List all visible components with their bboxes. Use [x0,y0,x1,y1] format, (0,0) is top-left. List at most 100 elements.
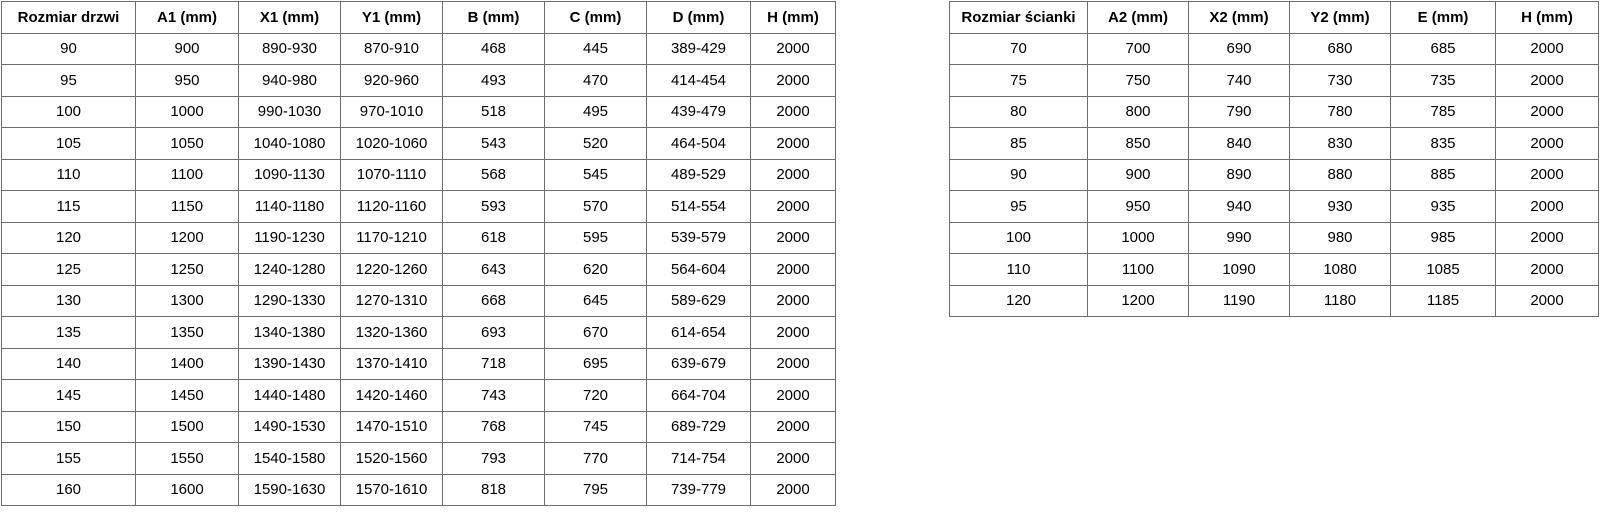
table-cell: 105 [1,127,136,160]
table-cell: 2000 [750,221,836,254]
table-cell: 1120-1160 [340,190,443,223]
header-row: Rozmiar ścianki A2 (mm) X2 (mm) Y2 (mm) E (m… [949,1,1599,34]
table-cell: 1540-1580 [238,442,341,475]
table-cell: 1500 [135,410,239,443]
table-cell: 110 [949,253,1088,286]
table-row: 110 1100 1090 1080 1085 2000 [949,253,1599,286]
table-cell: 1190-1230 [238,221,341,254]
table-cell: 493 [442,64,545,97]
table-cell: 830 [1289,127,1391,160]
table-cell: 2000 [750,347,836,380]
table-cell: 1040-1080 [238,127,341,160]
table-cell: 1090 [1188,253,1290,286]
table-cell: 1100 [1087,253,1189,286]
table-cell: 1240-1280 [238,253,341,286]
table-cell: 2000 [750,158,836,191]
table-cell: 735 [1390,64,1496,97]
table-cell: 95 [949,190,1088,223]
table-cell: 1470-1510 [340,410,443,443]
table-cell: 730 [1289,64,1391,97]
table-cell: 1490-1530 [238,410,341,443]
table-cell: 2000 [1495,158,1599,191]
table-cell: 468 [442,32,545,65]
table-cell: 1190 [1188,284,1290,317]
table-cell: 1070-1110 [340,158,443,191]
door-sizes-table: Rozmiar drzwi A1 (mm) X1 (mm) Y1 (mm) B (mm)… [1,1,836,506]
table-cell: 2000 [750,442,836,475]
table-cell: 70 [949,32,1088,65]
table-cell: 1150 [135,190,239,223]
table-row: 75 750 740 730 735 2000 [949,64,1599,97]
table-cell: 714-754 [646,442,751,475]
column-header: X1 (mm) [238,1,341,34]
wall-sizes-table-header: Rozmiar ścianki A2 (mm) X2 (mm) Y2 (mm) E (m… [949,1,1599,34]
table-cell: 768 [442,410,545,443]
table-cell: 614-654 [646,316,751,349]
table-cell: 135 [1,316,136,349]
table-cell: 75 [949,64,1088,97]
column-header: A2 (mm) [1087,1,1189,34]
table-cell: 2000 [1495,127,1599,160]
table-cell: 150 [1,410,136,443]
column-header: E (mm) [1390,1,1496,34]
table-cell: 670 [544,316,647,349]
table-cell: 870-910 [340,32,443,65]
table-row: 70 700 690 680 685 2000 [949,32,1599,65]
table-cell: 890-930 [238,32,341,65]
door-sizes-table-header: Rozmiar drzwi A1 (mm) X1 (mm) Y1 (mm) B (mm)… [1,1,836,34]
table-cell: 950 [1087,190,1189,223]
table-cell: 880 [1289,158,1391,191]
table-row: 90 900 890-930 870-910 468 445 389-429 2000 [1,32,836,65]
table-cell: 1000 [135,95,239,128]
table-cell: 1400 [135,347,239,380]
table-cell: 543 [442,127,545,160]
table-cell: 1300 [135,284,239,317]
table-cell: 1450 [135,379,239,412]
table-cell: 2000 [750,95,836,128]
table-cell: 695 [544,347,647,380]
table-cell: 2000 [750,410,836,443]
table-cell: 389-429 [646,32,751,65]
table-cell: 518 [442,95,545,128]
table-row: 160 1600 1590-1630 1570-1610 818 795 739-779 20… [1,473,836,506]
table-cell: 110 [1,158,136,191]
table-row: 100 1000 990-1030 970-1010 518 495 439-479 2000 [1,95,836,128]
table-cell: 693 [442,316,545,349]
table-cell: 1250 [135,253,239,286]
table-cell: 90 [949,158,1088,191]
table-cell: 125 [1,253,136,286]
table-cell: 745 [544,410,647,443]
table-cell: 90 [1,32,136,65]
table-cell: 593 [442,190,545,223]
table-cell: 618 [442,221,545,254]
table-cell: 130 [1,284,136,317]
column-header: B (mm) [442,1,545,34]
table-cell: 514-554 [646,190,751,223]
table-cell: 160 [1,473,136,506]
table-cell: 140 [1,347,136,380]
table-cell: 885 [1390,158,1496,191]
table-cell: 1420-1460 [340,379,443,412]
table-cell: 818 [442,473,545,506]
table-cell: 1200 [135,221,239,254]
column-header: Rozmiar ścianki [949,1,1088,34]
table-cell: 1590-1630 [238,473,341,506]
table-cell: 990 [1188,221,1290,254]
table-cell: 800 [1087,95,1189,128]
table-row: 110 1100 1090-1130 1070-1110 568 545 489-529 20… [1,158,836,191]
table-cell: 80 [949,95,1088,128]
table-cell: 2000 [750,253,836,286]
wall-sizes-table: Rozmiar ścianki A2 (mm) X2 (mm) Y2 (mm) E (m… [949,1,1599,317]
table-cell: 1340-1380 [238,316,341,349]
table-cell: 2000 [750,32,836,65]
table-cell: 743 [442,379,545,412]
table-row: 100 1000 990 980 985 2000 [949,221,1599,254]
table-cell: 470 [544,64,647,97]
table-cell: 520 [544,127,647,160]
table-cell: 1200 [1087,284,1189,317]
table-cell: 439-479 [646,95,751,128]
table-cell: 95 [1,64,136,97]
table-cell: 464-504 [646,127,751,160]
table-row: 155 1550 1540-1580 1520-1560 793 770 714-754 20… [1,442,836,475]
